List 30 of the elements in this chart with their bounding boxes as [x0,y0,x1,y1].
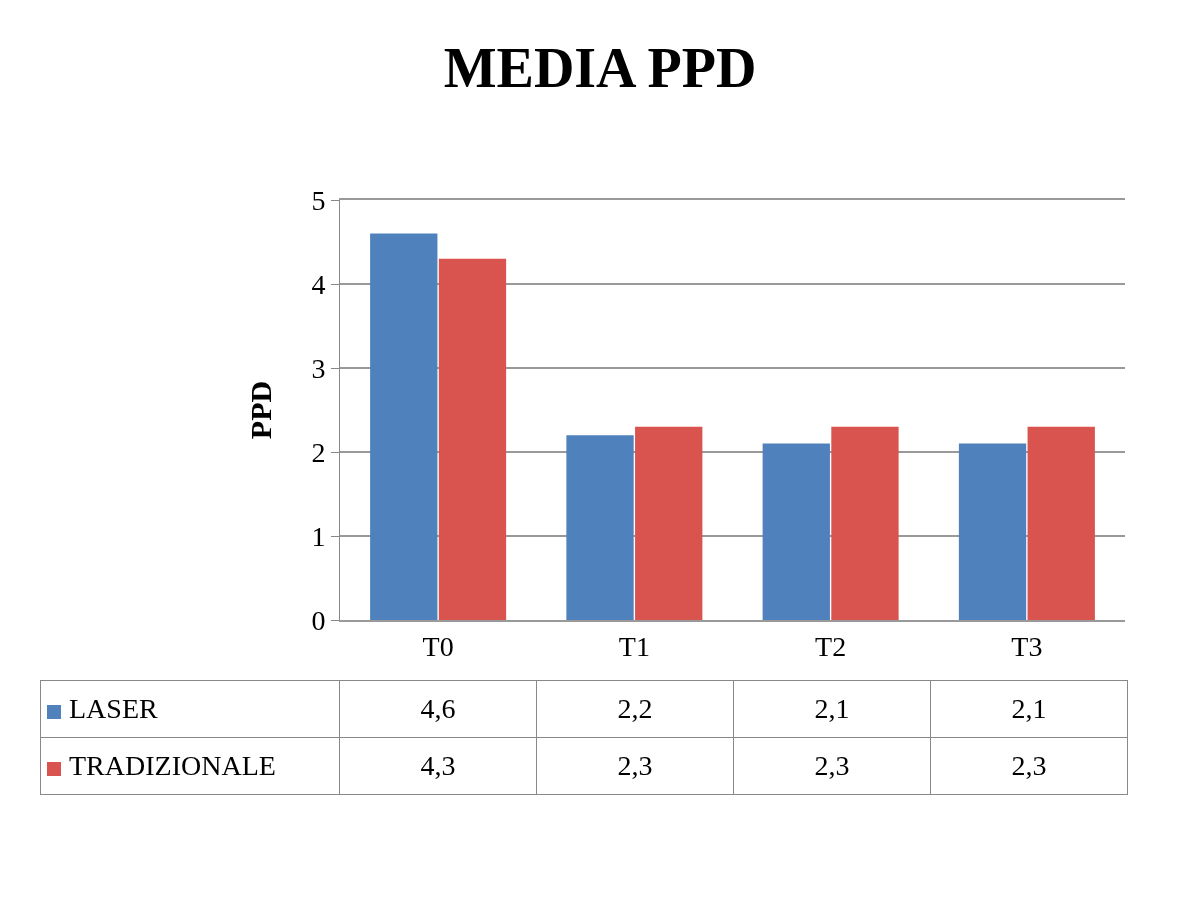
data-label: 4,3 [339,737,537,795]
x-tick-label: T0 [422,630,454,662]
bar [958,443,1027,620]
data-label: 2,2 [536,680,734,738]
bar [1027,426,1095,620]
data-label: 2,1 [930,680,1128,738]
data-label: 4,6 [339,680,537,738]
x-tick-label: T2 [815,630,847,662]
y-tick-label: 4 [311,268,326,300]
x-tick-label: T3 [1011,630,1043,662]
y-tick-label: 2 [311,436,326,468]
bar [762,443,830,620]
bar [635,426,703,620]
bar [370,233,438,620]
bar [438,258,507,620]
x-tick-label: T1 [618,630,650,662]
y-tick-label: 5 [311,184,326,216]
y-tick-label: 0 [311,604,326,636]
data-label: 2,3 [930,737,1128,795]
data-label: 2,3 [733,737,931,795]
y-tick-label: 3 [311,352,326,384]
legend-label: LASER [40,680,340,738]
bar [566,435,634,620]
y-axis-title: PPD [244,380,278,440]
data-label: 2,1 [733,680,931,738]
chart-title: MEDIA PPD [443,36,757,99]
bar [831,426,899,620]
legend-label: TRADIZIONALE [40,737,340,795]
y-tick-label: 1 [311,520,326,552]
data-label: 2,3 [536,737,734,795]
